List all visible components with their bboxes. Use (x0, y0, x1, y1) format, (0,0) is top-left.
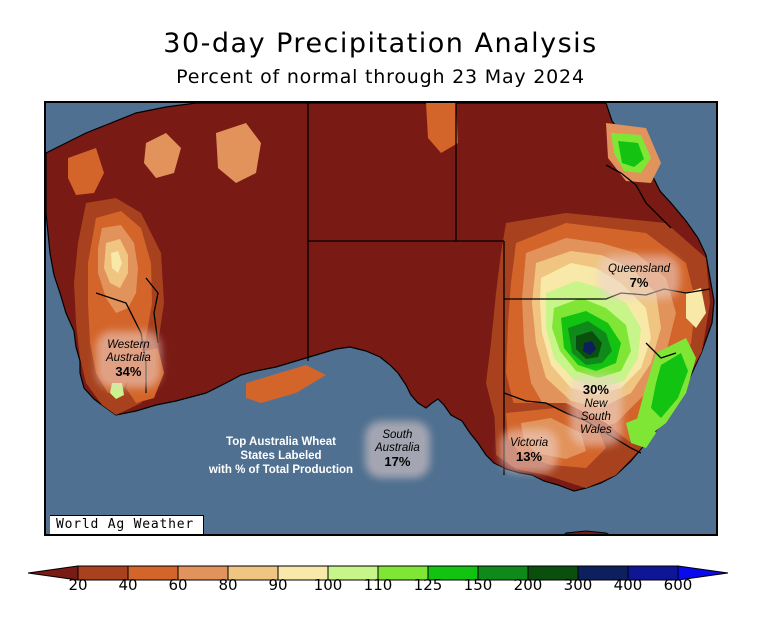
legend-tick-label: 600 (663, 576, 693, 594)
legend-tick-label: 110 (363, 576, 393, 594)
state-name-line: Wales (580, 424, 612, 437)
color-scale-legend (28, 565, 729, 581)
legend-tick-label: 200 (513, 576, 543, 594)
source-credit: World Ag Weather (50, 515, 205, 534)
state-name-line: South (580, 411, 611, 424)
state-wheat-share: 30% (582, 382, 609, 397)
qld-inner-line (605, 164, 672, 229)
state-name-line: Australia (375, 442, 420, 455)
note-line: with % of Total Production (208, 463, 354, 476)
state-name-line: South (382, 429, 413, 441)
tasmania (564, 530, 610, 534)
legend-tick-label: 100 (313, 576, 343, 594)
state-label-victoria: Victoria 13% (506, 435, 553, 468)
state-wheat-share: 7% (629, 275, 649, 291)
legend-tick-label: 300 (563, 576, 593, 594)
qld-nsw-border (504, 288, 711, 300)
legend-tick-label: 150 (463, 576, 493, 594)
state-name-line: Victoria (510, 437, 549, 449)
state-name-line: Western (107, 339, 150, 351)
map-subtitle: Percent of normal through 23 May 2024 (176, 66, 585, 88)
state-wheat-share: 34% (115, 364, 142, 380)
wheat-states-note: Top Australia Wheat States Labeled with … (201, 436, 361, 477)
map-title: 30-day Precipitation Analysis (163, 28, 598, 59)
legend-bin-above-max (677, 565, 729, 581)
state-label-new-south-wales: 30% New South Wales (576, 381, 616, 440)
state-boundaries (95, 103, 711, 475)
legend-tick-label: 90 (268, 576, 288, 594)
state-name-line: Australia (106, 352, 151, 365)
state-label-western-australia: Western Australia 34% (102, 337, 155, 383)
state-label-queensland: Queensland 7% (604, 261, 675, 294)
state-wheat-share: 13% (516, 449, 543, 465)
legend-tick-label: 60 (168, 576, 188, 594)
state-name-line: Queensland (608, 263, 671, 275)
legend-tick-label: 125 (413, 576, 443, 594)
legend-tick-label: 400 (613, 576, 643, 594)
note-line: Top Australia Wheat (226, 436, 336, 448)
state-label-south-australia: South Australia 17% (371, 427, 424, 473)
precipitation-map: Western Australia 34% South Australia 17… (44, 101, 718, 536)
state-wheat-share: 17% (384, 454, 411, 470)
legend-tick-label: 20 (68, 576, 88, 594)
legend-tick-label: 80 (218, 576, 238, 594)
state-name-line: New (584, 397, 608, 410)
nsw-inner-line (645, 342, 677, 359)
note-line: States Labeled (240, 449, 322, 462)
wa-inner-line (145, 277, 159, 344)
legend-tick-label: 40 (118, 576, 138, 594)
